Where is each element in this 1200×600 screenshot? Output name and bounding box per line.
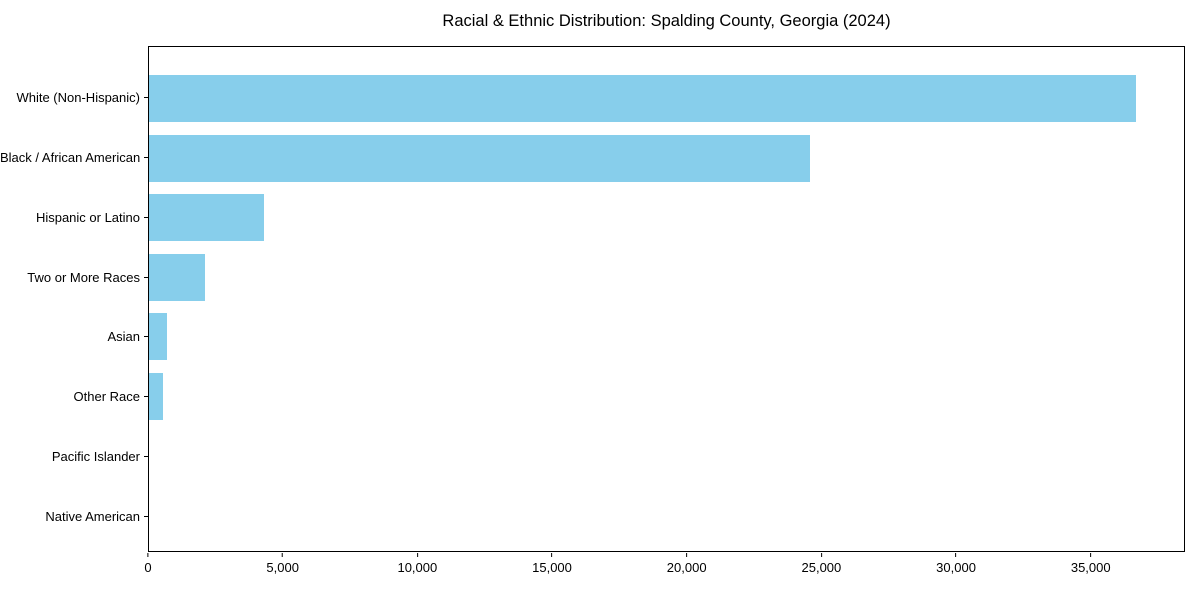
y-axis-label-two-or-more-races: Two or More Races [27,269,140,285]
y-axis-label-asian: Asian [107,329,140,345]
x-tick-mark [686,553,688,557]
x-tick-mark [551,553,553,557]
y-row-white-non-hispanic: White (Non-Hispanic) [0,68,148,128]
y-axis-label-pacific-islander: Pacific Islander [51,448,140,464]
x-tick-35000: 35,000 [1071,553,1111,575]
x-tick-mark [820,553,822,557]
x-tick-10000: 10,000 [397,553,437,575]
y-tick-mark [144,455,148,457]
y-tick-mark [144,276,148,278]
x-tick-mark [1090,553,1092,557]
x-tick-label: 15,000 [532,560,572,575]
y-row-native-american: Native American [0,486,148,546]
bar-asian [149,313,167,361]
bar-row-native-american [149,486,1184,546]
bar-row-white-non-hispanic [149,69,1184,129]
y-axis-label-hispanic-or-latino: Hispanic or Latino [35,209,140,225]
y-axis-labels: White (Non-Hispanic) Black / African Amer… [0,46,148,552]
y-axis-label-white-non-hispanic: White (Non-Hispanic) [16,90,140,106]
x-tick-0: 0 [144,553,152,575]
x-tick-label: 30,000 [936,560,976,575]
bar-row-black-african-american [149,129,1184,189]
y-row-other-race: Other Race [0,367,148,427]
x-tick-mark [416,553,418,557]
bar-hispanic-or-latino [149,194,264,242]
chart-title: Racial & Ethnic Distribution: Spalding C… [442,12,891,30]
x-tick-label: 25,000 [801,560,842,575]
plot-area [148,46,1185,552]
x-tick-label: 0 [144,560,152,575]
bar-two-or-more-races [149,253,206,301]
x-tick-mark [955,553,957,557]
x-tick-30000: 30,000 [936,553,976,575]
y-row-black-african-american: Black / African American [0,128,148,188]
y-row-asian: Asian [0,307,148,367]
y-row-hispanic-or-latino: Hispanic or Latino [0,188,148,248]
bar-row-other-race [149,367,1184,427]
x-tick-label: 20,000 [666,560,707,575]
y-axis-label-other-race: Other Race [73,389,140,405]
bar-row-pacific-islander [149,426,1184,486]
bars-layer [149,47,1184,551]
y-tick-mark [144,97,148,99]
y-tick-mark [144,157,148,159]
y-axis-label-black-african-american: Black / African American [0,150,141,166]
y-tick-mark [144,336,148,338]
x-tick-mark [147,553,149,557]
bar-row-hispanic-or-latino [149,188,1184,248]
x-tick-label: 35,000 [1070,560,1111,575]
y-tick-mark [144,216,148,218]
bar-black-african-american [149,134,811,182]
x-tick-label: 5,000 [266,560,299,575]
x-tick-label: 10,000 [397,560,438,575]
x-axis: 0 5,000 10,000 15,000 20,000 25,000 30,000 35,0… [144,553,1185,583]
bar-white-non-hispanic [149,75,1136,123]
bar-row-asian [149,307,1184,367]
y-row-pacific-islander: Pacific Islander [0,427,148,487]
bar-row-two-or-more-races [149,248,1184,308]
x-tick-mark [282,553,284,557]
y-tick-mark [144,396,148,398]
x-tick-5000: 5,000 [266,553,299,575]
y-axis-label-native-american: Native American [45,508,140,524]
y-tick-mark [144,515,148,517]
x-tick-15000: 15,000 [532,553,572,575]
y-row-two-or-more-races: Two or More Races [0,247,148,307]
bar-other-race [149,372,163,420]
x-tick-25000: 25,000 [801,553,841,575]
x-tick-20000: 20,000 [667,553,707,575]
